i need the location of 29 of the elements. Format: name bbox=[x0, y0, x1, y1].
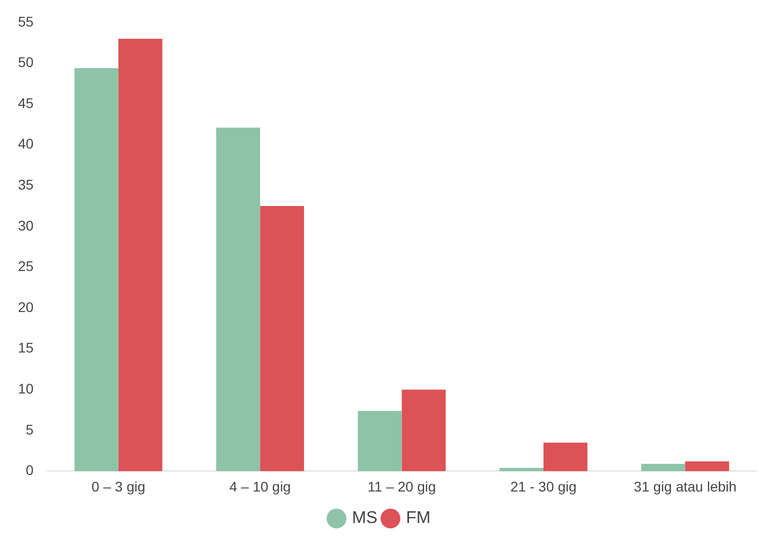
bar bbox=[543, 442, 588, 472]
x-tick-label: 0 – 3 gig bbox=[92, 478, 146, 494]
y-tick-label: 30 bbox=[18, 217, 34, 234]
x-tick-label: 11 – 20 gig bbox=[368, 478, 436, 494]
y-tick-label: 0 bbox=[26, 462, 34, 478]
bar bbox=[74, 68, 118, 472]
y-tick-label: 45 bbox=[18, 94, 34, 111]
y-tick-label: 50 bbox=[18, 54, 34, 70]
bar bbox=[685, 461, 730, 472]
legend-label: FM bbox=[406, 508, 431, 528]
legend-label: MS bbox=[352, 508, 378, 528]
bar bbox=[500, 468, 544, 472]
y-tick-label: 55 bbox=[18, 13, 34, 30]
y-tick-label: 20 bbox=[18, 298, 34, 315]
bar bbox=[118, 38, 162, 472]
y-tick-label: 40 bbox=[18, 136, 34, 152]
y-tick-label: 5 bbox=[26, 421, 34, 438]
x-tick-label: 21 - 30 gig bbox=[510, 478, 577, 494]
bar bbox=[358, 410, 402, 472]
bar bbox=[641, 464, 686, 472]
y-tick-label: 35 bbox=[18, 176, 34, 192]
x-tick-label: 4 – 10 gig bbox=[229, 478, 291, 494]
bar bbox=[402, 390, 446, 472]
bar bbox=[260, 206, 304, 472]
y-tick-label: 10 bbox=[18, 380, 34, 396]
bar bbox=[216, 128, 260, 472]
y-tick-label: 25 bbox=[18, 258, 34, 274]
y-tick-label: 15 bbox=[18, 340, 34, 356]
x-tick-label: 31 gig atau lebih bbox=[634, 478, 737, 494]
